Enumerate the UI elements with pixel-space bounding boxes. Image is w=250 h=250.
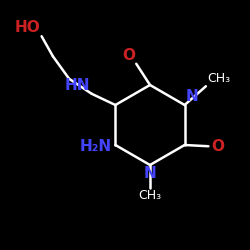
Text: O: O xyxy=(122,48,135,62)
Text: H₂N: H₂N xyxy=(80,139,112,154)
Text: N: N xyxy=(186,89,199,104)
Text: CH₃: CH₃ xyxy=(138,189,162,202)
Text: N: N xyxy=(144,166,156,181)
Text: CH₃: CH₃ xyxy=(207,72,230,85)
Text: HN: HN xyxy=(65,78,90,92)
Text: HO: HO xyxy=(14,20,40,35)
Text: O: O xyxy=(211,139,224,154)
